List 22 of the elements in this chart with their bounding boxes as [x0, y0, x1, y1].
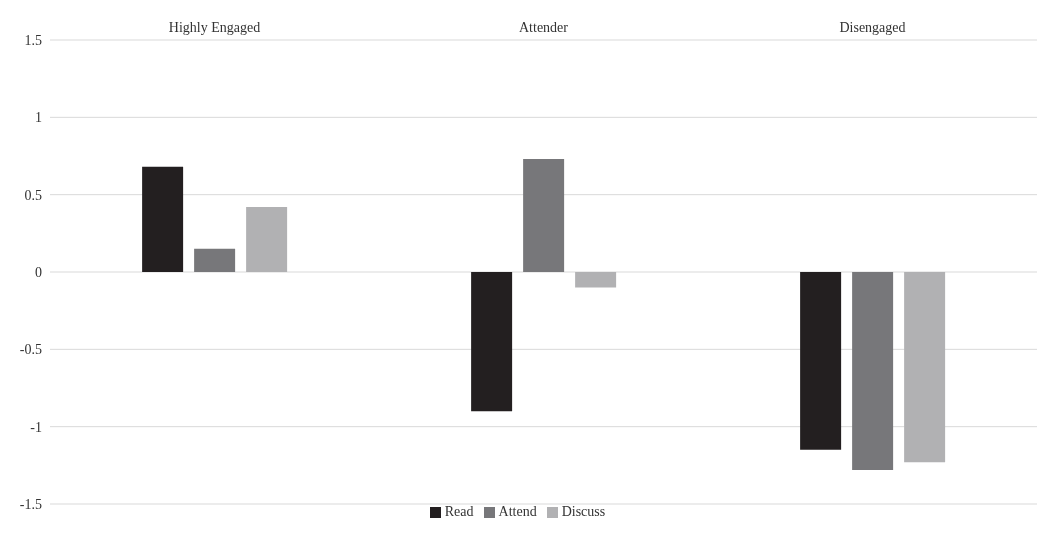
- x-tick-label: Attender: [519, 20, 569, 35]
- legend-label: Discuss: [561, 504, 606, 519]
- bar: [142, 166, 184, 272]
- legend-label: Read: [444, 504, 474, 519]
- legend-label: Attend: [498, 504, 537, 519]
- bar: [904, 272, 946, 463]
- bar: [852, 272, 894, 470]
- bar: [800, 272, 842, 450]
- bar: [523, 159, 565, 272]
- y-tick-label: 0: [35, 264, 42, 280]
- y-tick-label: 1: [35, 110, 42, 126]
- bar: [575, 272, 617, 288]
- y-tick-label: -0.5: [19, 342, 42, 358]
- y-tick-label: 1.5: [24, 32, 42, 48]
- bar: [194, 248, 236, 272]
- x-tick-label: Highly Engaged: [168, 20, 261, 35]
- x-tick-label: Disengaged: [839, 20, 906, 35]
- bar: [246, 207, 288, 272]
- y-tick-label: -1: [30, 419, 42, 435]
- y-tick-label: 0.5: [24, 187, 42, 203]
- bar: [471, 272, 513, 412]
- y-tick-label: -1.5: [19, 496, 42, 512]
